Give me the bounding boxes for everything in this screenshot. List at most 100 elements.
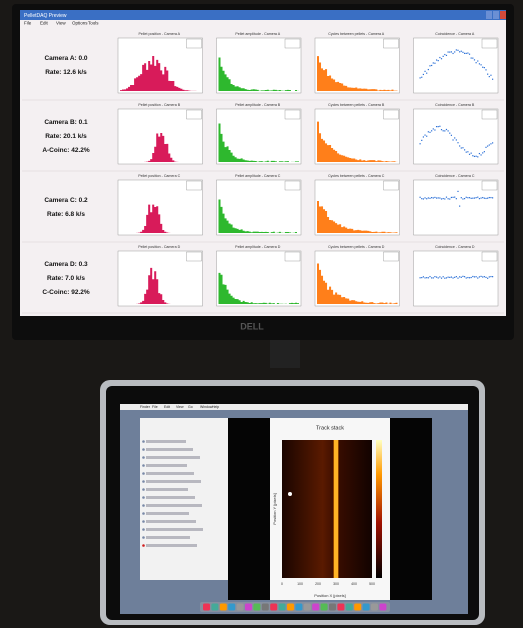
scatter-shape — [445, 196, 448, 198]
scatter-shape — [487, 73, 489, 75]
scatter-shape — [467, 151, 469, 153]
dock-icon[interactable] — [203, 603, 210, 611]
dock-icon[interactable] — [228, 603, 236, 611]
scatter-shape — [457, 190, 459, 193]
scatter-shape — [465, 277, 467, 279]
scatter-shape — [450, 196, 453, 199]
mac-menu-item[interactable]: View — [176, 405, 184, 409]
dock-icon[interactable] — [245, 603, 252, 611]
x-tick-label: 500 — [369, 582, 375, 586]
mac-menu-item[interactable]: Finder — [140, 405, 151, 409]
dock-icon[interactable] — [303, 603, 311, 611]
btn-min[interactable] — [486, 11, 492, 19]
dock-icon[interactable] — [320, 603, 328, 611]
mac-menu-item[interactable]: Window — [200, 405, 213, 409]
scatter-shape — [488, 144, 490, 146]
scatter-shape — [421, 76, 423, 78]
x-tick-label: 400 — [351, 582, 357, 586]
dock-icon[interactable] — [287, 603, 294, 611]
x-tick-label: 0 — [281, 582, 283, 586]
dock-icon[interactable] — [219, 603, 227, 611]
dock-icon[interactable] — [236, 603, 244, 611]
scatter-shape — [440, 277, 443, 279]
list-icon — [142, 504, 145, 507]
dock-icon[interactable] — [371, 603, 378, 611]
scatter-shape — [452, 52, 454, 55]
scatter-shape — [454, 137, 456, 139]
plot-legend — [481, 251, 498, 262]
scatter-shape — [440, 129, 443, 131]
dock-icon[interactable] — [337, 603, 345, 611]
scatter-shape — [485, 197, 487, 200]
scatter-shape — [426, 277, 428, 279]
camera-label: Camera A: 0.0 — [44, 55, 87, 62]
mac-menu-item[interactable]: File — [152, 405, 158, 409]
scatter-shape — [455, 139, 457, 141]
scatter-shape — [427, 131, 429, 133]
dock-icon[interactable] — [354, 603, 362, 611]
scatter-shape — [475, 62, 477, 64]
scatter-shape — [468, 277, 471, 279]
dock-icon[interactable] — [362, 603, 370, 611]
list-icon — [142, 512, 145, 515]
scatter-shape — [426, 135, 428, 137]
scatter-shape — [440, 58, 443, 60]
btn-max[interactable] — [493, 11, 499, 19]
list-item — [146, 472, 194, 475]
scatter-shape — [447, 130, 449, 132]
list-icon — [142, 480, 145, 483]
dock-icon[interactable] — [312, 603, 320, 611]
list-icon — [142, 472, 145, 475]
dock-icon[interactable] — [211, 603, 219, 611]
dock-icon[interactable] — [253, 603, 261, 611]
mac-menu-item[interactable]: Help — [212, 405, 219, 409]
scatter-shape — [483, 67, 485, 69]
list-item — [146, 496, 195, 499]
scatter-shape — [454, 276, 456, 278]
dock-icon[interactable] — [278, 603, 286, 611]
plot-title: Cycles between pellets - Camera B — [328, 103, 385, 107]
mac-menu-item[interactable]: Edit — [164, 405, 170, 409]
dock-icon[interactable] — [295, 603, 303, 611]
scatter-shape — [475, 276, 477, 278]
menu-item[interactable]: View — [56, 21, 66, 26]
scatter-shape — [480, 197, 482, 199]
scatter-shape — [460, 147, 462, 149]
scatter-shape — [454, 51, 456, 53]
scatter-shape — [435, 59, 438, 61]
camera-label: Camera B: 0.1 — [44, 119, 88, 126]
scatter-shape — [462, 51, 464, 53]
color-bar — [376, 440, 382, 578]
scatter-shape — [487, 145, 489, 147]
scatter-shape — [492, 276, 494, 278]
menu-item[interactable]: File — [24, 21, 32, 26]
scatter-shape — [431, 277, 433, 279]
scatter-shape — [435, 276, 438, 278]
plot-legend — [383, 251, 399, 262]
menu-item[interactable]: Tools — [88, 21, 99, 26]
plot-legend — [481, 38, 498, 49]
camera-label: Rate: 12.6 k/s — [45, 69, 87, 76]
x-tick-label: 100 — [297, 582, 303, 586]
scatter-shape — [437, 197, 439, 199]
dock-icon[interactable] — [261, 603, 269, 611]
scatter-shape — [473, 276, 476, 278]
dock-icon[interactable] — [345, 603, 353, 611]
plot-legend — [186, 251, 202, 262]
btn-close[interactable] — [500, 11, 506, 19]
scatter-shape — [419, 196, 421, 198]
scatter-shape — [473, 197, 476, 199]
scatter-shape — [463, 276, 466, 278]
scatter-shape — [488, 196, 490, 199]
plot-title: Pellet amplitude - Camera C — [235, 174, 281, 178]
dock-icon[interactable] — [329, 603, 336, 611]
dark-panel — [390, 418, 432, 600]
menu-item[interactable]: Edit — [40, 21, 49, 26]
dock-icon[interactable] — [270, 603, 278, 611]
dock-icon[interactable] — [379, 603, 387, 611]
menu-item[interactable]: Options — [72, 21, 88, 26]
mac-menu-item[interactable]: Go — [188, 405, 193, 409]
scatter-shape — [447, 276, 449, 278]
list-item — [146, 448, 193, 451]
scatter-shape — [477, 60, 479, 62]
